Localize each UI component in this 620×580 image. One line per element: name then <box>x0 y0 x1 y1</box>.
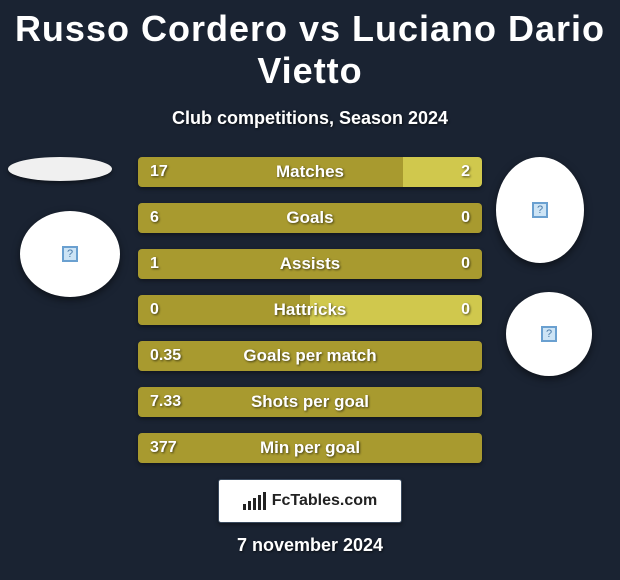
stat-bars: 172Matches60Goals10Assists00Hattricks0.3… <box>138 157 482 479</box>
stat-value-left: 0 <box>150 295 159 325</box>
placeholder-icon: ? <box>532 202 548 218</box>
stat-value-right: 0 <box>461 203 470 233</box>
stat-row: 172Matches <box>138 157 482 187</box>
stat-value-left: 7.33 <box>150 387 181 417</box>
stat-row: 60Goals <box>138 203 482 233</box>
stat-row: 10Assists <box>138 249 482 279</box>
stat-bar-left <box>138 433 482 463</box>
comparison-title: Russo Cordero vs Luciano Dario Vietto <box>0 0 620 92</box>
stat-value-right: 0 <box>461 249 470 279</box>
stat-value-left: 17 <box>150 157 168 187</box>
stat-row: 0.35Goals per match <box>138 341 482 371</box>
brand-logo: FcTables.com <box>218 479 402 523</box>
player-left-badge <box>8 157 112 181</box>
stat-bar-left <box>138 341 482 371</box>
stat-bar-right <box>403 157 482 187</box>
stat-bar-left <box>138 203 482 233</box>
comparison-subtitle: Club competitions, Season 2024 <box>0 108 620 129</box>
stat-row: 7.33Shots per goal <box>138 387 482 417</box>
stat-bar-left <box>138 157 403 187</box>
stat-value-left: 1 <box>150 249 159 279</box>
placeholder-icon: ? <box>541 326 557 342</box>
player-right-avatar: ? <box>496 157 584 263</box>
brand-text: FcTables.com <box>272 492 378 510</box>
comparison-date: 7 november 2024 <box>0 535 620 556</box>
stat-value-right: 0 <box>461 295 470 325</box>
player-left-avatar: ? <box>20 211 120 297</box>
player-right-club-badge: ? <box>506 292 592 376</box>
stat-value-left: 0.35 <box>150 341 181 371</box>
stat-bar-left <box>138 295 310 325</box>
stat-bar-left <box>138 387 482 417</box>
placeholder-icon: ? <box>62 246 78 262</box>
stat-row: 00Hattricks <box>138 295 482 325</box>
stat-value-right: 2 <box>461 157 470 187</box>
stat-value-left: 6 <box>150 203 159 233</box>
stat-row: 377Min per goal <box>138 433 482 463</box>
stat-bar-left <box>138 249 482 279</box>
stat-value-left: 377 <box>150 433 177 463</box>
stat-bar-right <box>310 295 482 325</box>
brand-bars-icon <box>243 492 266 510</box>
